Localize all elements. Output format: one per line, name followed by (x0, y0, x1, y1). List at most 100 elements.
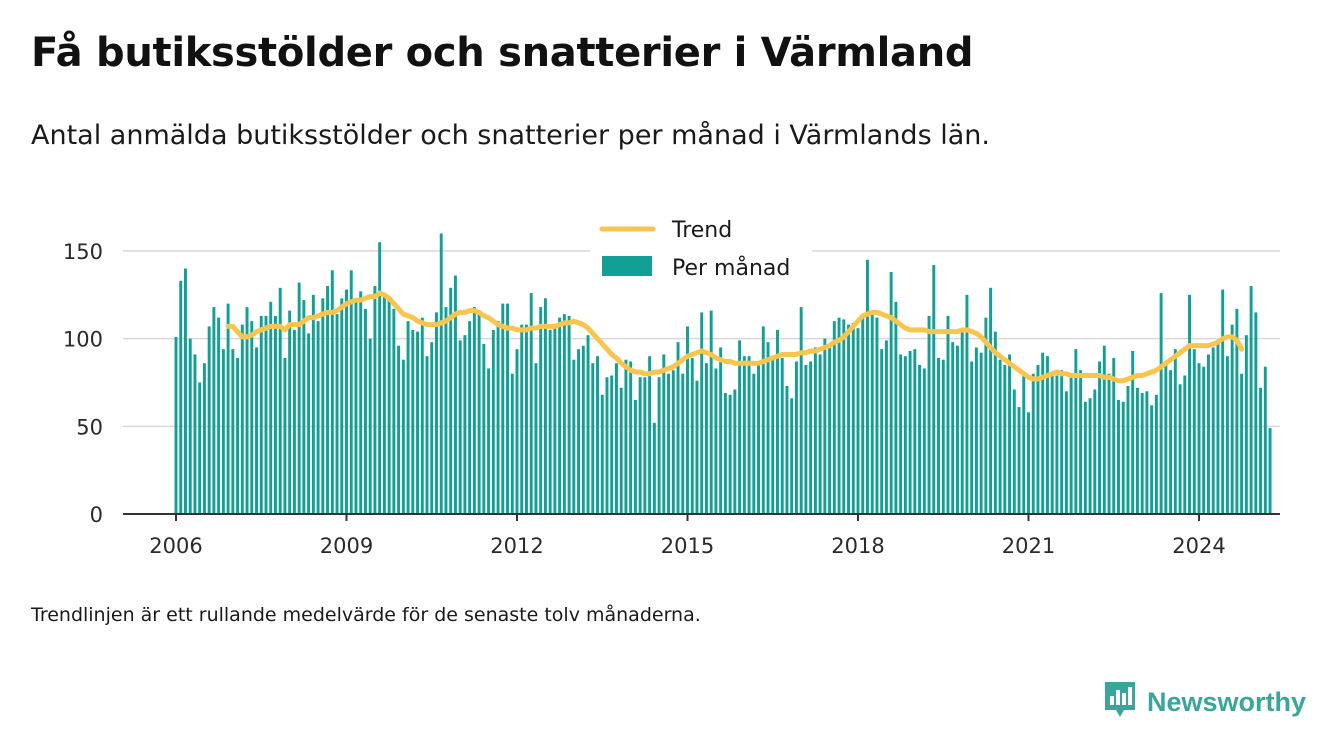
bar (174, 336, 178, 514)
bar (264, 315, 268, 514)
bar (709, 310, 713, 514)
bar (681, 373, 685, 514)
bar (818, 354, 822, 514)
bar (1117, 400, 1120, 514)
x-tick-label: 2012 (490, 534, 543, 558)
bar (221, 349, 225, 514)
bar (1254, 312, 1258, 514)
bar (870, 310, 874, 514)
bar (927, 315, 931, 514)
x-tick-label: 2006 (149, 534, 202, 558)
bar-series (174, 233, 1272, 515)
bar (307, 333, 311, 514)
bar (401, 359, 405, 514)
bar (179, 280, 183, 514)
bar (506, 303, 509, 514)
bar (733, 389, 737, 514)
bar (823, 338, 827, 514)
brand-logo[interactable]: Newsworthy (1103, 682, 1306, 722)
bar (700, 312, 704, 514)
bar (340, 298, 344, 514)
bar (922, 368, 926, 514)
bar (207, 326, 211, 514)
bar (354, 300, 358, 514)
bar (1225, 356, 1229, 514)
bar (444, 307, 448, 514)
bar (1159, 293, 1163, 514)
bar (406, 321, 410, 514)
chart-title: Få butiksstölder och snatterier i Värmla… (31, 30, 974, 76)
bar (217, 317, 221, 514)
bar (392, 308, 396, 514)
bar (236, 357, 240, 514)
bar (837, 317, 841, 514)
bar (525, 324, 528, 514)
bar (482, 343, 486, 514)
bar (345, 289, 348, 514)
bar (690, 357, 694, 514)
bar (515, 349, 519, 514)
bar (884, 340, 888, 514)
bar (828, 345, 832, 514)
bar (752, 373, 756, 514)
bar (918, 364, 922, 514)
legend-background (590, 212, 812, 294)
bar (1069, 375, 1073, 514)
bar (908, 350, 912, 514)
bar (397, 345, 401, 514)
bar (420, 317, 424, 514)
bar (790, 398, 794, 514)
legend-trend-label: Trend (671, 218, 732, 243)
bar (1055, 375, 1059, 514)
bar (899, 354, 903, 514)
bar (250, 321, 254, 514)
bar (1140, 393, 1144, 514)
bar (1230, 324, 1234, 514)
bar (1221, 289, 1225, 514)
bar (809, 361, 813, 514)
bar (472, 307, 476, 514)
bar (633, 400, 637, 514)
bar (714, 368, 718, 514)
legend: Trend Per månad (590, 212, 812, 294)
chart-subtitle: Antal anmälda butiksstölder och snatteri… (31, 120, 990, 151)
bar (1102, 345, 1106, 514)
bar (1079, 370, 1083, 514)
bar (1154, 394, 1158, 514)
bar (198, 382, 202, 514)
bar (1008, 354, 1012, 514)
bar (586, 335, 590, 514)
y-tick-label: 50 (76, 415, 103, 439)
bar (553, 326, 557, 514)
bar (1202, 366, 1206, 514)
x-tick-label: 2021 (1002, 534, 1055, 558)
bar (813, 347, 817, 514)
bar (311, 294, 315, 514)
bar (894, 301, 898, 514)
bar (202, 363, 206, 514)
bar (932, 265, 936, 514)
bar (648, 356, 652, 514)
newsworthy-logo-icon (1103, 680, 1137, 724)
bar (468, 321, 472, 514)
bar (704, 363, 708, 514)
bar (278, 287, 282, 514)
bar (1173, 349, 1177, 514)
bar (534, 363, 538, 514)
bar (799, 307, 803, 514)
bar (742, 356, 746, 514)
bar (1074, 349, 1078, 514)
bar (1041, 352, 1045, 514)
bar (1064, 391, 1068, 514)
bar (1183, 375, 1187, 514)
bar (1135, 387, 1139, 514)
bar (1145, 391, 1149, 514)
bar (1003, 364, 1007, 514)
bar (463, 335, 467, 514)
bar (349, 270, 353, 514)
bar (889, 272, 893, 514)
bar (1121, 401, 1125, 514)
bar (1178, 384, 1182, 514)
bar (686, 326, 689, 514)
bar (572, 359, 576, 514)
